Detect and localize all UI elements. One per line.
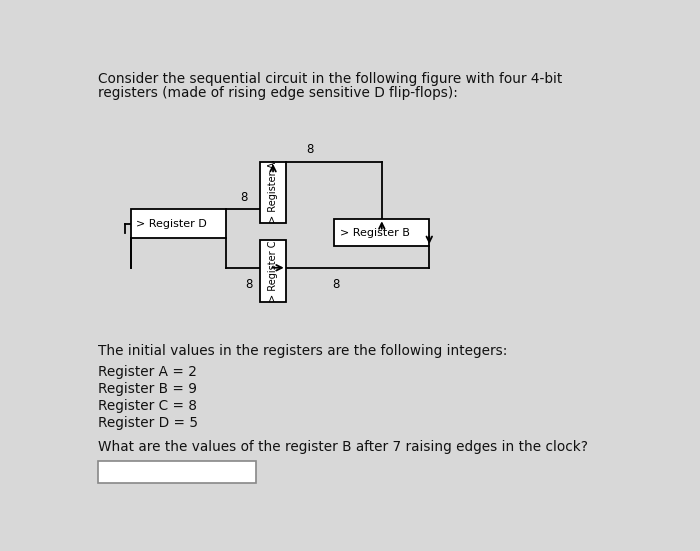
Text: 8: 8 — [245, 278, 253, 291]
Text: registers (made of rising edge sensitive D flip-flops):: registers (made of rising edge sensitive… — [98, 86, 458, 100]
Text: 8: 8 — [307, 143, 314, 156]
Text: The initial values in the registers are the following integers:: The initial values in the registers are … — [98, 344, 508, 358]
Bar — [260, 240, 286, 301]
Text: 8: 8 — [332, 278, 340, 291]
Text: > Register C: > Register C — [268, 240, 278, 301]
Text: 8: 8 — [240, 191, 248, 203]
Text: > Register A: > Register A — [268, 161, 278, 223]
Bar — [98, 461, 256, 483]
Text: What are the values of the register B after 7 raising edges in the clock?: What are the values of the register B af… — [98, 440, 588, 455]
Text: Register D = 5: Register D = 5 — [98, 416, 199, 430]
Text: Register C = 8: Register C = 8 — [98, 399, 197, 413]
Text: Consider the sequential circuit in the following figure with four 4-bit: Consider the sequential circuit in the f… — [98, 73, 563, 87]
Text: Register A = 2: Register A = 2 — [98, 365, 197, 379]
Text: > Register B: > Register B — [340, 228, 410, 237]
Bar — [260, 161, 286, 223]
Bar — [131, 209, 226, 238]
Text: > Register D: > Register D — [136, 219, 207, 229]
Text: Register B = 9: Register B = 9 — [98, 382, 197, 396]
Bar — [335, 219, 429, 246]
